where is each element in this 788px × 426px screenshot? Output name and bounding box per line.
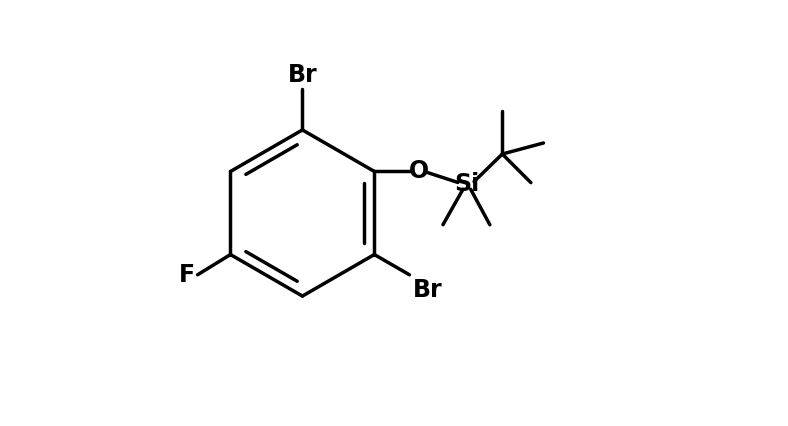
Text: Br: Br: [288, 63, 318, 87]
Text: F: F: [180, 263, 195, 287]
Text: O: O: [409, 159, 429, 184]
Text: Br: Br: [413, 278, 442, 302]
Text: Si: Si: [454, 172, 479, 196]
